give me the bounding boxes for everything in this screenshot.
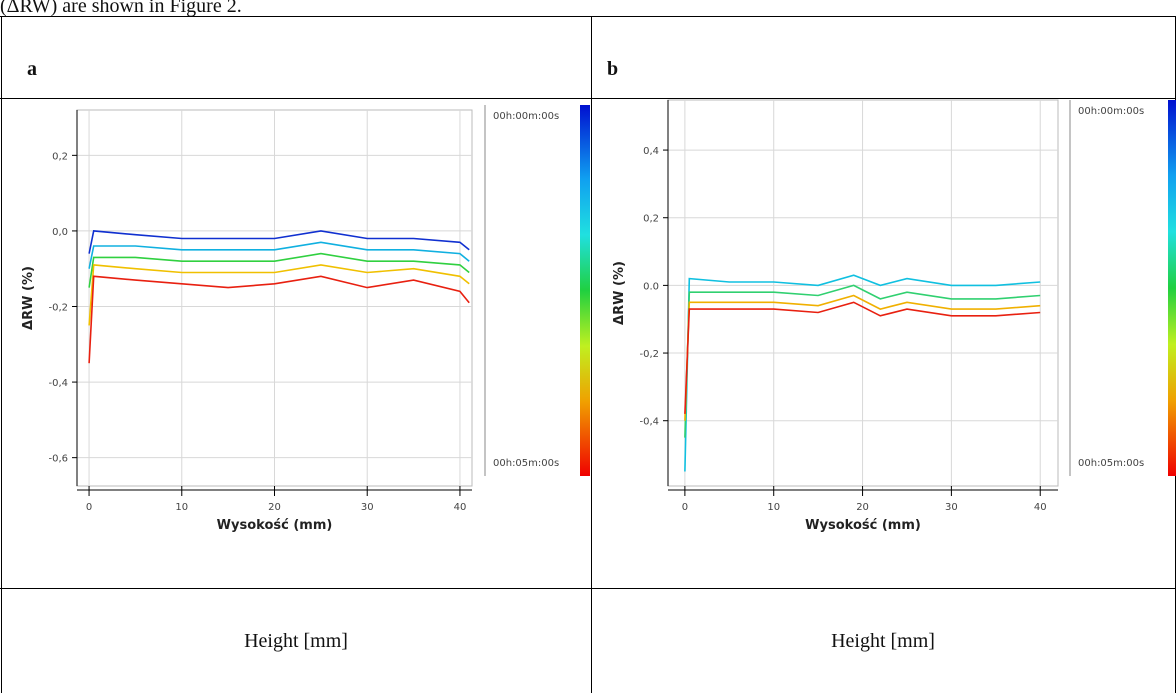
colorbar	[580, 105, 590, 476]
data-line	[88, 264, 470, 326]
data-line	[88, 241, 470, 269]
colorbar-label: 00h:05m:00s	[1078, 458, 1144, 469]
panel-label: a	[27, 58, 37, 80]
y-tick-label: 0,2	[52, 151, 68, 162]
y-tick-label: -0,2	[639, 349, 659, 360]
y-tick-label: -0,4	[639, 417, 659, 428]
data-line	[684, 301, 1041, 414]
y-tick-label: 0,2	[643, 214, 659, 225]
x-tick-label: 10	[767, 502, 780, 513]
intro-text: (ΔRW) are shown in Figure 2.	[0, 0, 242, 17]
x-tick-label: 20	[856, 502, 869, 513]
colorbar-label: 00h:05m:00s	[493, 458, 559, 469]
x-axis-label: Wysokość (mm)	[217, 518, 333, 533]
x-tick-label: 30	[945, 502, 958, 513]
colorbar-label: 00h:00m:00s	[493, 111, 559, 122]
x-tick-label: 0	[86, 502, 92, 513]
y-tick-label: -0,6	[48, 454, 68, 465]
data-line	[88, 252, 470, 288]
panel-label: b	[607, 58, 618, 80]
x-tick-label: 10	[175, 502, 188, 513]
data-line	[684, 284, 1041, 438]
x-tick-label: 40	[1034, 502, 1047, 513]
x-axis-label: Wysokość (mm)	[805, 518, 921, 533]
colorbar-label: 00h:00m:00s	[1078, 106, 1144, 117]
data-line	[684, 294, 1041, 421]
x-tick-label: 30	[361, 502, 374, 513]
y-axis-label: ΔRW (%)	[21, 266, 36, 330]
y-tick-label: -0,2	[48, 303, 68, 314]
y-tick-label: -0,4	[48, 378, 68, 389]
x-tick-label: 0	[682, 502, 688, 513]
colorbar	[1168, 100, 1176, 476]
y-tick-label: 0.0	[643, 281, 659, 292]
x-tick-label: 40	[454, 502, 467, 513]
data-line	[88, 230, 470, 254]
y-axis-label: ΔRW (%)	[612, 261, 627, 325]
x-tick-label: 20	[268, 502, 281, 513]
y-tick-label: 0,0	[52, 227, 68, 238]
data-line	[88, 275, 470, 364]
caption: Height [mm]	[244, 630, 348, 652]
data-line	[684, 274, 1041, 472]
caption: Height [mm]	[831, 630, 935, 652]
y-tick-label: 0,4	[643, 146, 659, 157]
